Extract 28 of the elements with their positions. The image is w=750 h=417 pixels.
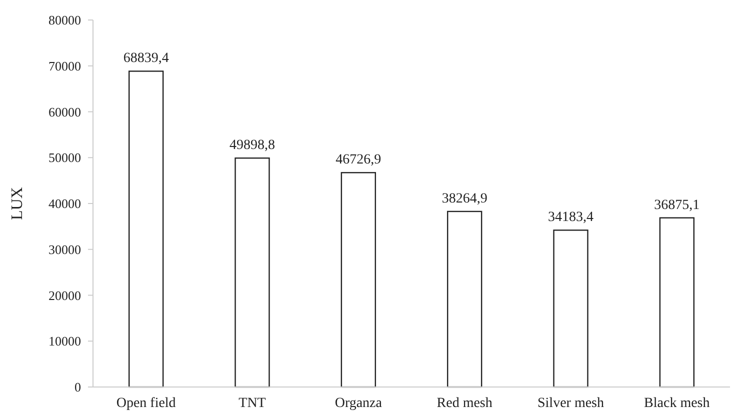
y-tick-label: 10000 bbox=[48, 334, 81, 349]
data-label: 49898,8 bbox=[230, 138, 275, 154]
bar bbox=[659, 217, 695, 388]
y-tick-label: 40000 bbox=[48, 196, 81, 212]
bar bbox=[446, 210, 482, 388]
data-label: 34183,4 bbox=[548, 210, 594, 226]
y-tick-label: 30000 bbox=[48, 242, 81, 257]
x-tick-label: Organza bbox=[334, 396, 383, 411]
data-label: 38264,9 bbox=[442, 191, 488, 206]
x-tick-label: TNT bbox=[238, 396, 266, 411]
bar bbox=[128, 70, 164, 388]
data-label: 36875,1 bbox=[654, 198, 700, 213]
bar bbox=[340, 172, 376, 388]
bar bbox=[553, 230, 588, 388]
data-label: 46726,9 bbox=[336, 152, 382, 168]
x-tick-label: Silver mesh bbox=[538, 396, 604, 411]
y-axis-title: LUX bbox=[9, 186, 26, 220]
x-tick-label: Black mesh bbox=[644, 396, 710, 411]
y-tick-label: 50000 bbox=[48, 150, 81, 166]
x-tick-label: Red mesh bbox=[436, 396, 492, 411]
bar bbox=[234, 157, 270, 388]
y-tick-label: 60000 bbox=[48, 104, 81, 120]
x-tick-label: Open field bbox=[116, 396, 176, 411]
y-tick-label: 20000 bbox=[48, 288, 81, 303]
data-label: 68839,4 bbox=[123, 51, 169, 66]
y-tick-label: 0 bbox=[74, 380, 81, 395]
y-tick-label: 70000 bbox=[48, 58, 81, 74]
y-tick-label: 80000 bbox=[48, 12, 81, 28]
